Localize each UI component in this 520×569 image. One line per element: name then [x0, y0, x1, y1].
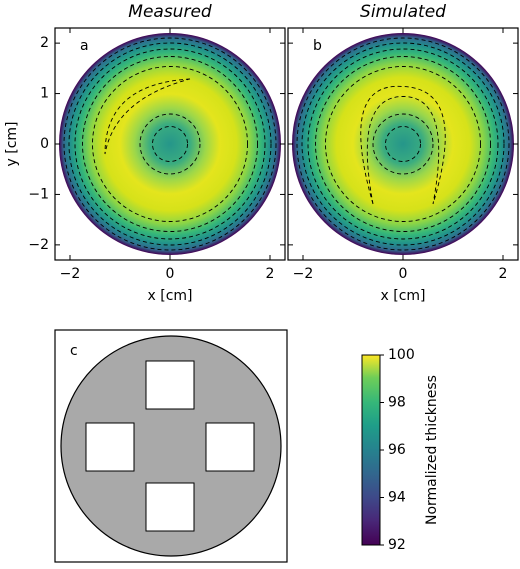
x-axis-label: x [cm] — [148, 288, 193, 304]
colorbar-tick-label: 100 — [388, 347, 415, 363]
x-tick-label: 2 — [266, 266, 275, 282]
thickness-map — [59, 33, 281, 255]
y-tick-label: 1 — [40, 86, 49, 102]
x-tick-label: 0 — [399, 266, 408, 282]
colorbar-label: Normalized thickness — [424, 375, 440, 525]
colorbar-tick-label: 94 — [388, 490, 406, 506]
contour — [360, 86, 446, 205]
square-cutout — [145, 482, 195, 532]
panel-label: c — [70, 343, 78, 359]
diagram-panel: c — [54, 329, 288, 563]
panel-label: b — [313, 38, 322, 54]
thickness-map — [292, 33, 514, 255]
colorbar-tick-label: 96 — [388, 442, 406, 458]
panel-label: a — [80, 38, 89, 54]
contour — [63, 37, 277, 251]
contour — [372, 113, 434, 175]
contour — [92, 66, 248, 222]
x-tick-label: 0 — [166, 266, 175, 282]
contour — [139, 113, 201, 175]
x-tick-label: −2 — [60, 266, 81, 282]
square-cutout — [85, 422, 135, 472]
contour — [82, 56, 258, 232]
panel-title: Simulated — [360, 2, 446, 22]
square-cutout — [205, 422, 255, 472]
y-tick-label: 2 — [40, 35, 49, 51]
x-axis-label: x [cm] — [381, 288, 426, 304]
contour — [385, 126, 421, 162]
contour — [325, 66, 481, 222]
contour — [315, 56, 491, 232]
contour — [296, 37, 510, 251]
y-tick-label: −1 — [28, 186, 49, 202]
y-axis-label: y [cm] — [4, 122, 20, 167]
contour — [301, 42, 505, 246]
contour — [104, 78, 191, 155]
contour — [68, 42, 272, 246]
colorbar — [361, 354, 381, 546]
contour — [74, 48, 266, 240]
x-tick-label: 2 — [499, 266, 508, 282]
y-tick-label: 0 — [40, 136, 49, 152]
contour — [307, 48, 499, 240]
panel-title: Measured — [128, 2, 212, 22]
colorbar-tick-label: 98 — [388, 395, 406, 411]
colorbar-tick-label: 92 — [388, 537, 406, 553]
contour — [152, 126, 188, 162]
x-tick-label: −2 — [293, 266, 314, 282]
wafer — [60, 335, 282, 557]
y-tick-label: −2 — [28, 237, 49, 253]
square-cutout — [145, 360, 195, 410]
